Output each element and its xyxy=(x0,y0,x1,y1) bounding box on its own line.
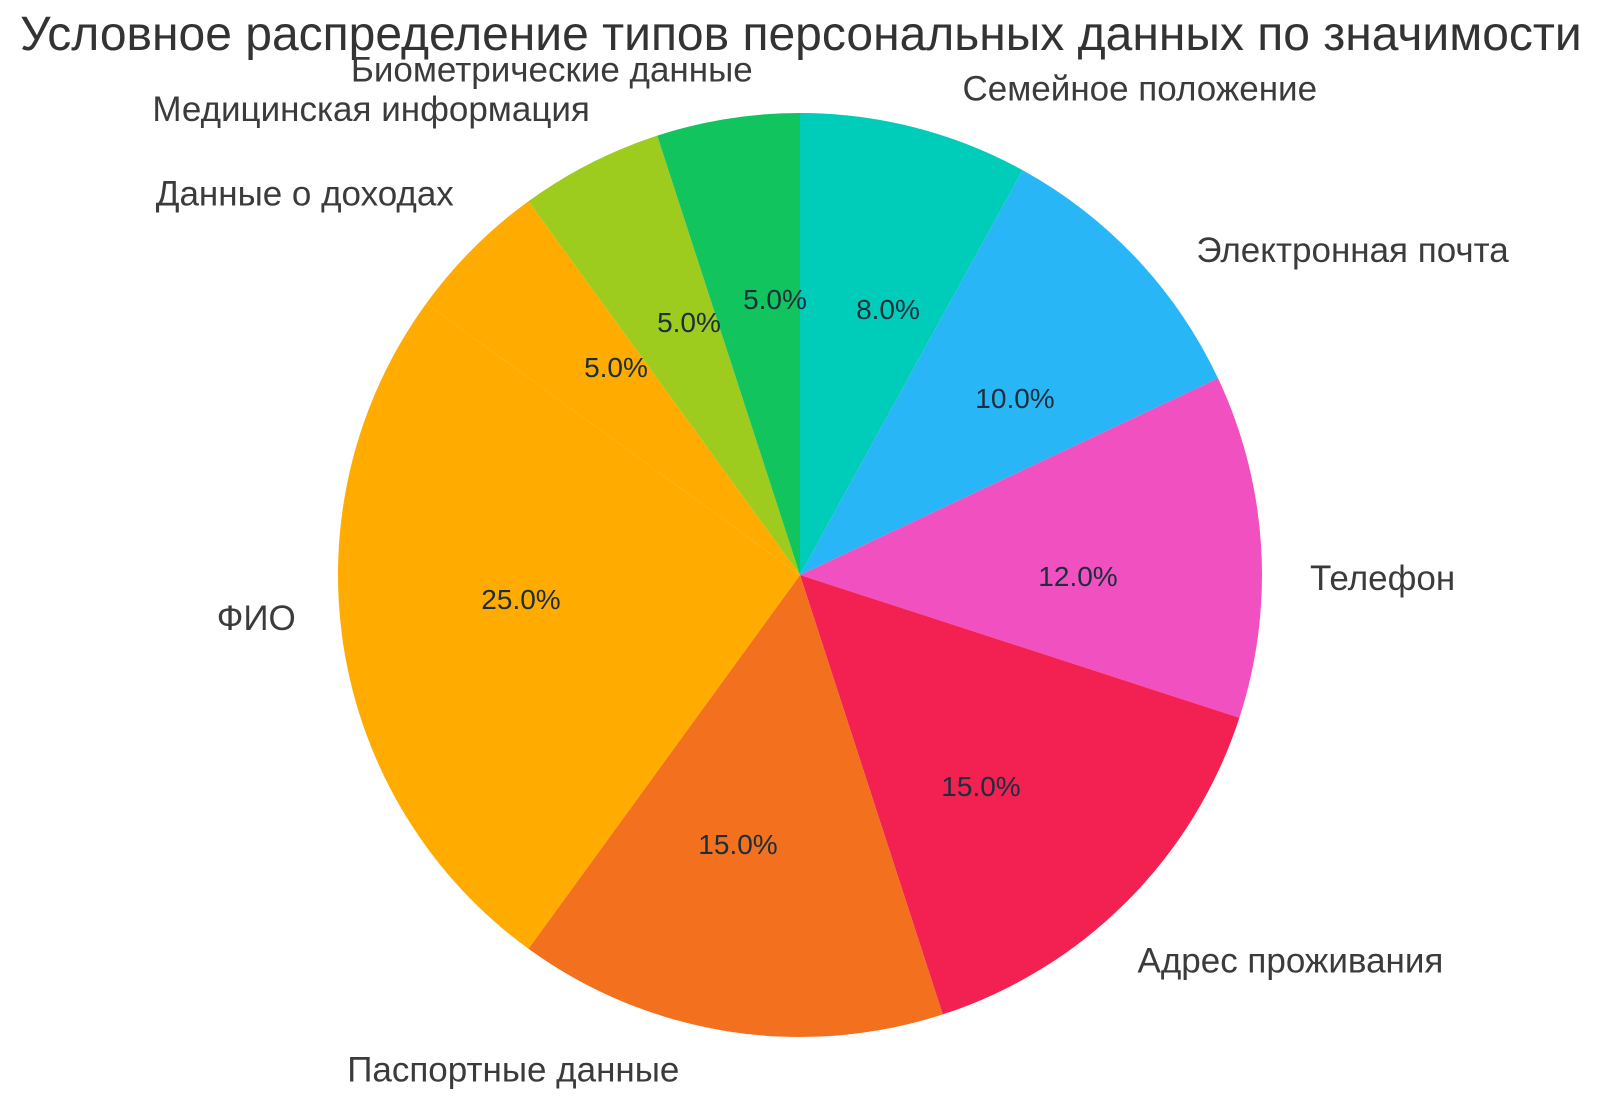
svg-text:5.0%: 5.0% xyxy=(584,352,648,383)
svg-text:Биометрические данные: Биометрические данные xyxy=(351,50,753,89)
svg-text:Паспортные данные: Паспортные данные xyxy=(347,1051,679,1090)
svg-text:15.0%: 15.0% xyxy=(698,829,777,860)
svg-text:5.0%: 5.0% xyxy=(743,284,807,315)
svg-text:Медицинская информация: Медицинская информация xyxy=(152,90,590,129)
svg-text:12.0%: 12.0% xyxy=(1038,561,1117,592)
svg-text:Семейное положение: Семейное положение xyxy=(963,70,1318,109)
svg-text:5.0%: 5.0% xyxy=(657,307,721,338)
svg-text:Адрес проживания: Адрес проживания xyxy=(1138,942,1444,981)
svg-text:8.0%: 8.0% xyxy=(856,294,920,325)
svg-text:ФИО: ФИО xyxy=(217,599,296,638)
svg-text:Телефон: Телефон xyxy=(1310,559,1455,598)
svg-text:10.0%: 10.0% xyxy=(975,383,1054,414)
svg-text:15.0%: 15.0% xyxy=(941,771,1020,802)
svg-text:25.0%: 25.0% xyxy=(481,584,560,615)
svg-text:Данные о доходах: Данные о доходах xyxy=(156,175,455,214)
svg-text:Электронная почта: Электронная почта xyxy=(1196,231,1509,270)
